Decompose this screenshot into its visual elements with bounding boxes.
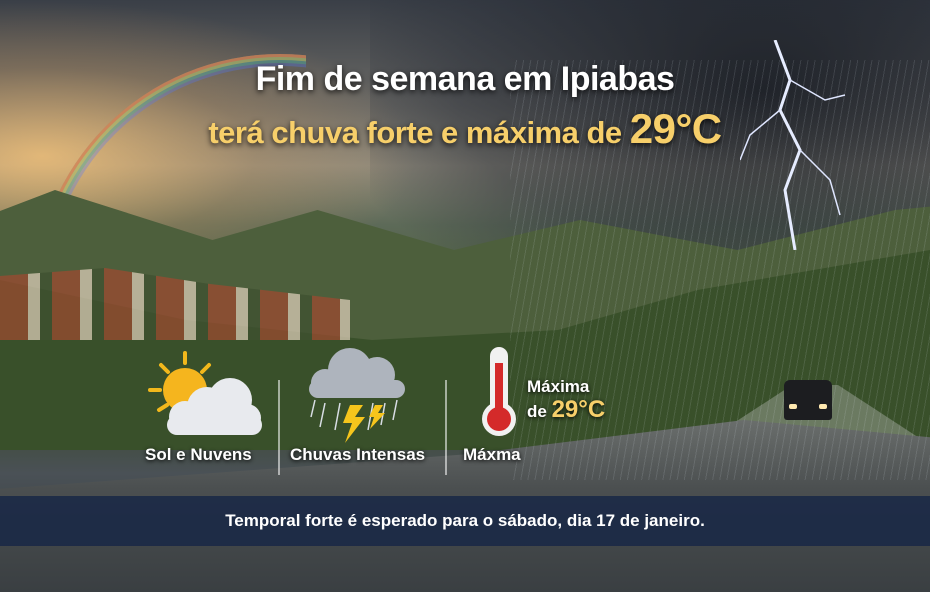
max-temp-prefix: de — [527, 401, 547, 421]
forecast-heavy-rain: Chuvas Intensas — [290, 345, 425, 464]
divider — [278, 380, 280, 475]
forecast-sun-clouds: Sol e Nuvens — [145, 345, 265, 464]
lightning-icon — [740, 40, 846, 250]
max-temp-detail: Máxima de 29°C — [527, 377, 606, 423]
banner-text: Temporal forte é esperado para o sábado,… — [225, 511, 705, 530]
forecast-icons: Sol e Nuvens Chuvas Intensas — [140, 345, 640, 475]
forecast-label: Sol e Nuvens — [145, 445, 252, 464]
headline-temperature: 29°C — [629, 105, 722, 152]
divider — [445, 380, 447, 475]
sun-cloud-icon — [148, 351, 262, 435]
max-temp-value: 29°C — [551, 395, 606, 423]
car — [784, 380, 832, 420]
forecast-label: Chuvas Intensas — [290, 445, 426, 464]
rain — [510, 60, 930, 480]
max-temp-value-row: de 29°C — [527, 395, 606, 423]
thermometer-icon — [482, 347, 516, 436]
bottom-banner: Temporal forte é esperado para o sábado,… — [0, 496, 930, 546]
headline-line1: Fim de semana em Ipiabas — [255, 60, 675, 98]
max-temp-title: Máxima — [527, 377, 590, 396]
headline-line2: terá chuva forte e máxima de 29°C — [0, 105, 930, 153]
headline-line2-text: terá chuva forte e máxima de — [208, 115, 622, 150]
storm-cloud-icon — [309, 348, 405, 443]
forecast-label: Máxma — [463, 445, 521, 464]
headline: Fim de semana em Ipiabas terá chuva fort… — [0, 60, 930, 153]
forecast-max-temp: Máxma — [463, 345, 521, 464]
